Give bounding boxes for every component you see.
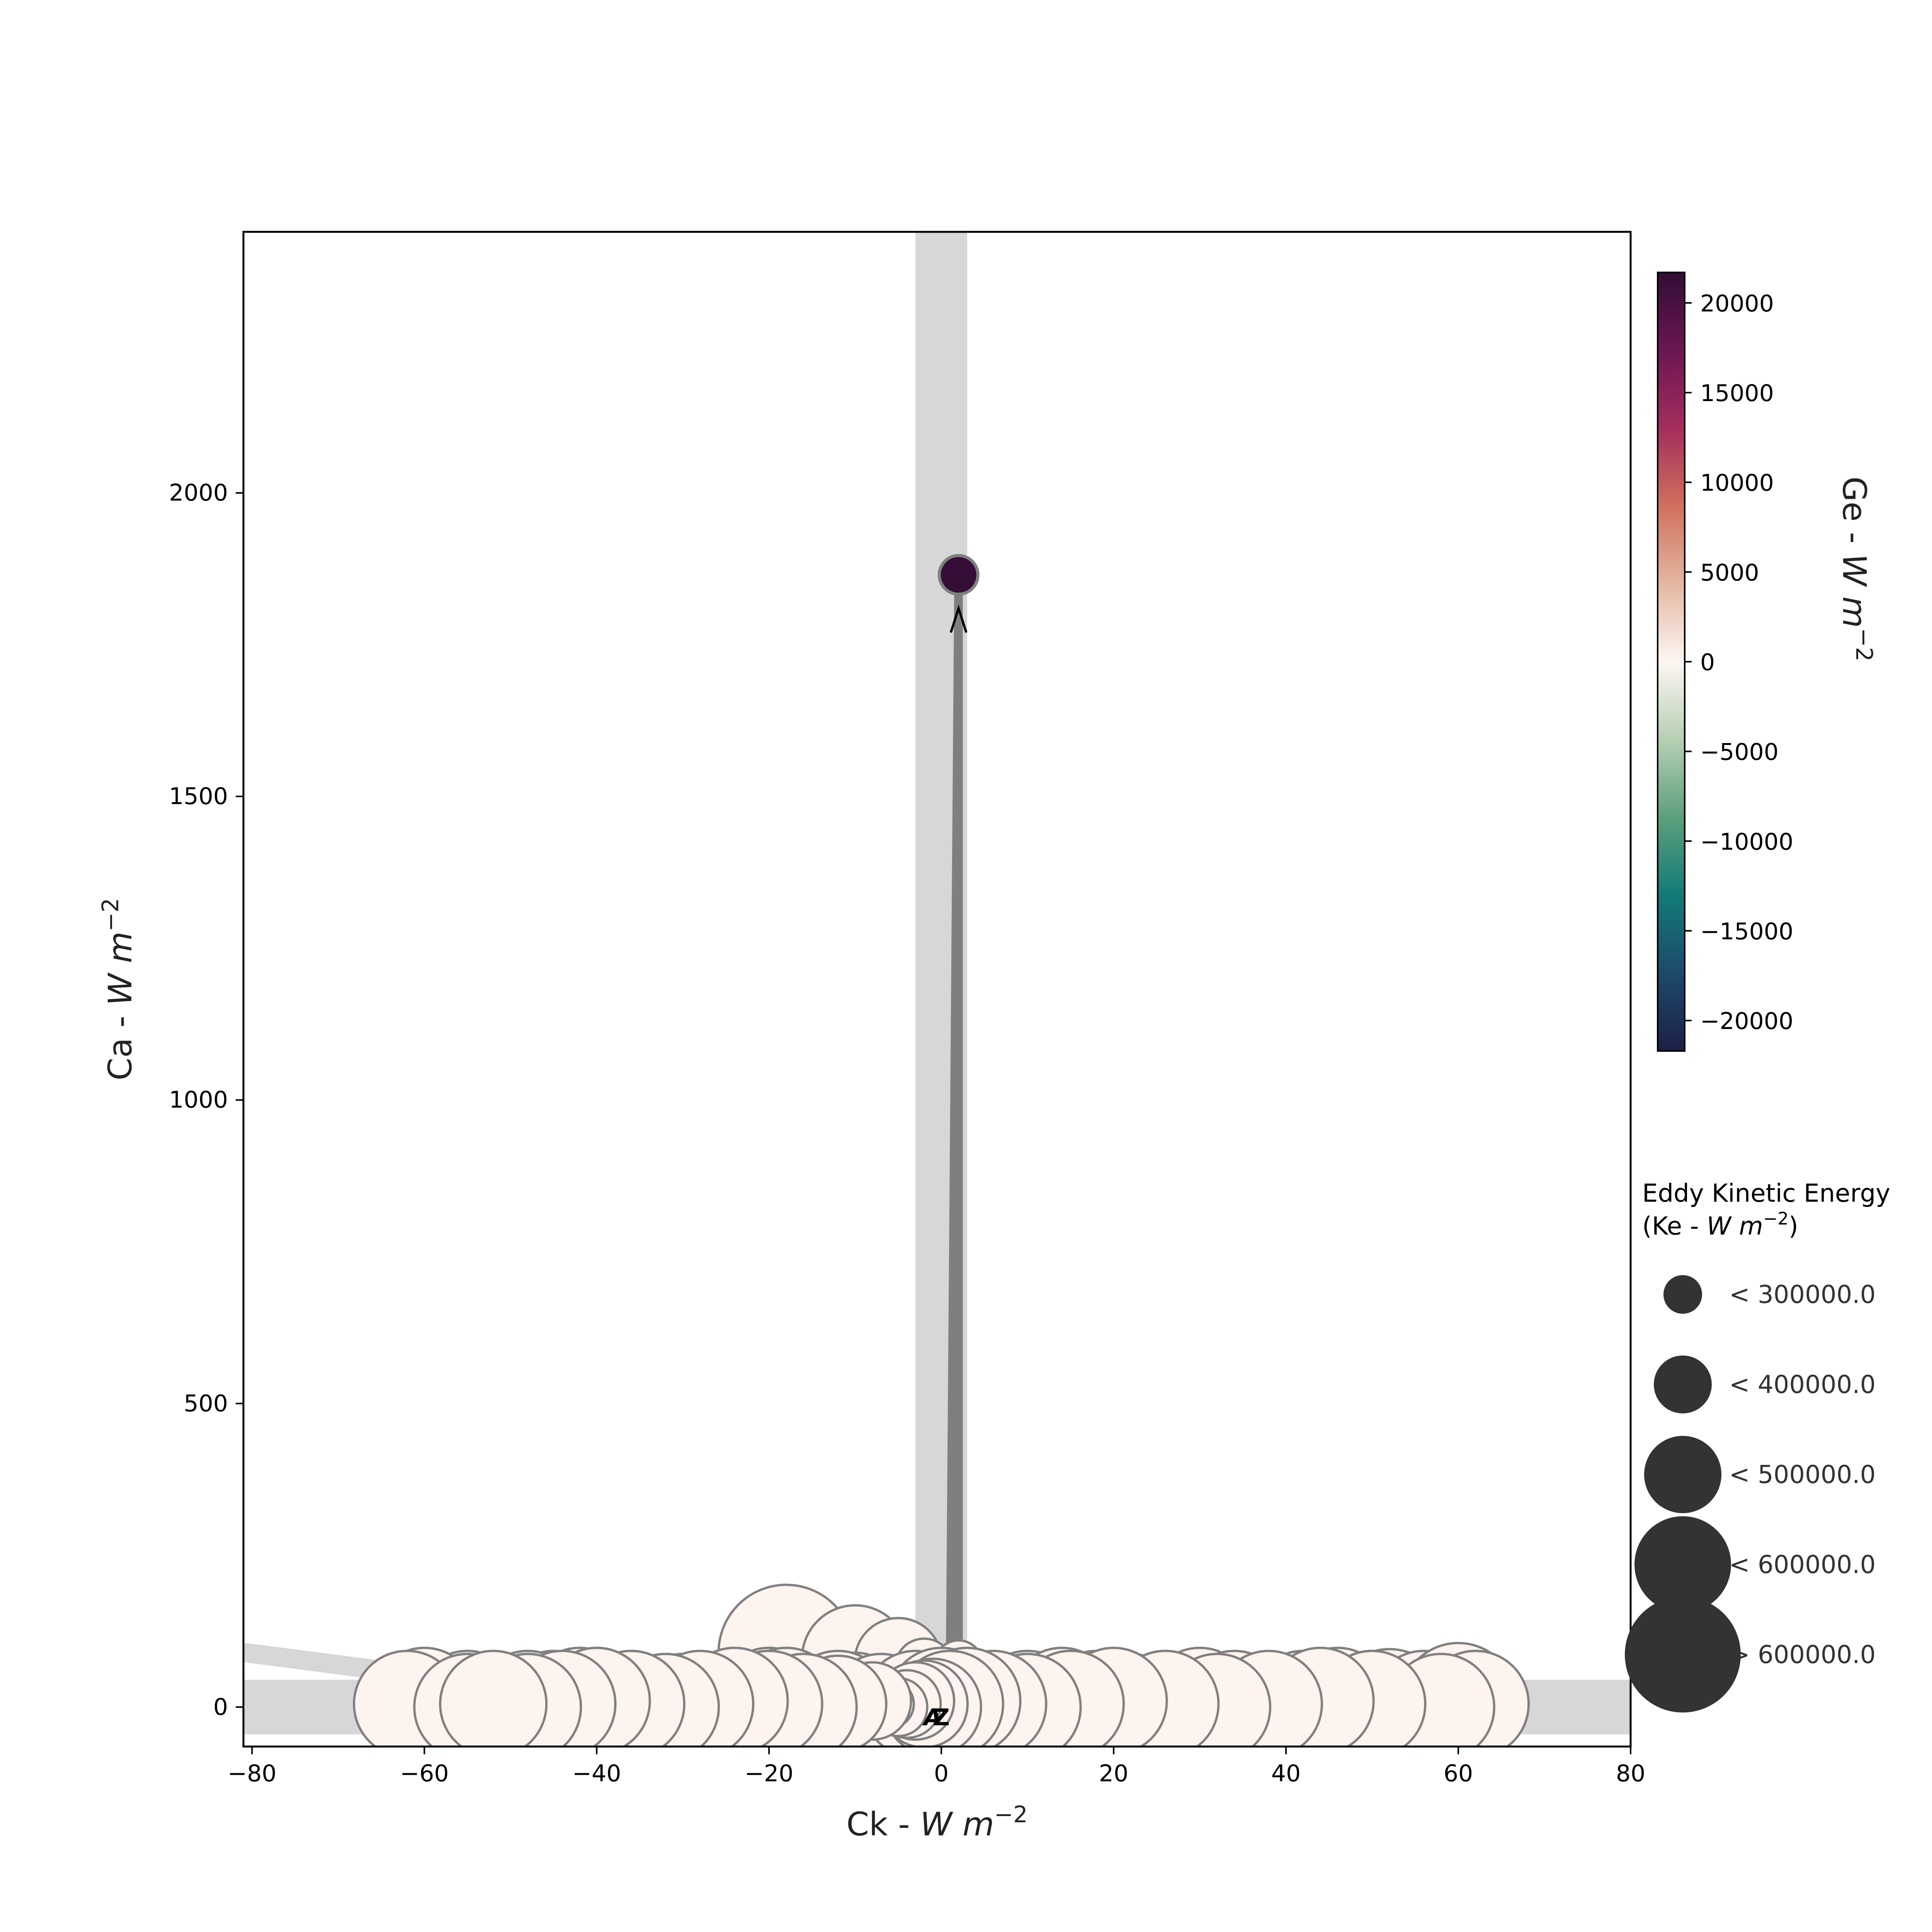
- y-tick-label: 1000: [169, 1087, 228, 1114]
- size-legend-label: < 600000.0: [1729, 1551, 1876, 1579]
- highlight-data-point: [937, 554, 980, 596]
- plot-area: AZ: [243, 232, 1631, 1747]
- data-point: [439, 1650, 548, 1747]
- end-marker-Z: Z: [933, 1704, 950, 1731]
- size-legend-title-line2: (Ke - W m−2): [1642, 1208, 1798, 1241]
- y-tick-label: 500: [184, 1390, 228, 1417]
- colorbar-tick-label: 0: [1700, 649, 1715, 676]
- size-legend-marker: [1634, 1516, 1731, 1613]
- colorbar-tick-label: −10000: [1700, 828, 1793, 855]
- x-tick-label: −80: [228, 1760, 277, 1787]
- x-tick-label: 80: [1616, 1760, 1645, 1787]
- size-legend-marker: [1625, 1597, 1741, 1713]
- size-legend-label: < 300000.0: [1729, 1281, 1876, 1309]
- start-marker-A: A: [922, 1704, 942, 1731]
- colorbar-tick-label: 20000: [1700, 290, 1774, 317]
- x-tick-label: 40: [1271, 1760, 1301, 1787]
- size-legend-title-line1: Eddy Kinetic Energy: [1642, 1179, 1890, 1208]
- x-tick-label: 60: [1444, 1760, 1473, 1787]
- plot-frame: [242, 231, 1632, 1748]
- colorbar-tick-label: −5000: [1700, 739, 1779, 766]
- y-tick-label: 2000: [169, 480, 228, 507]
- x-tick-label: −40: [572, 1760, 621, 1787]
- size-legend-label: < 400000.0: [1729, 1371, 1876, 1399]
- x-axis-title: Ck - W m−2: [846, 1801, 1027, 1844]
- x-tick-label: 0: [934, 1760, 949, 1787]
- colorbar-tick-label: 10000: [1700, 469, 1774, 497]
- x-tick-label: −60: [400, 1760, 449, 1787]
- y-tick-label: 1500: [169, 783, 228, 810]
- colorbar: [1657, 272, 1685, 1052]
- size-legend-marker: [1663, 1275, 1702, 1314]
- colorbar-tick-label: −15000: [1700, 918, 1793, 945]
- x-tick-label: −20: [745, 1760, 794, 1787]
- colorbar-title: Ge - W m−2: [1835, 476, 1878, 662]
- size-legend-label: > 600000.0: [1729, 1641, 1876, 1669]
- colorbar-tick-label: 15000: [1700, 380, 1774, 407]
- x-tick-label: 20: [1099, 1760, 1128, 1787]
- size-legend-marker: [1654, 1355, 1712, 1413]
- y-tick-label: 0: [213, 1694, 228, 1721]
- size-legend-label: < 500000.0: [1729, 1461, 1876, 1489]
- trajectory-arrow-up: [949, 604, 968, 633]
- colorbar-tick-label: −20000: [1700, 1008, 1793, 1035]
- colorbar-tick-label: 5000: [1700, 559, 1759, 586]
- y-axis-title: Ca - W m−2: [97, 898, 139, 1080]
- size-legend-marker: [1644, 1436, 1721, 1513]
